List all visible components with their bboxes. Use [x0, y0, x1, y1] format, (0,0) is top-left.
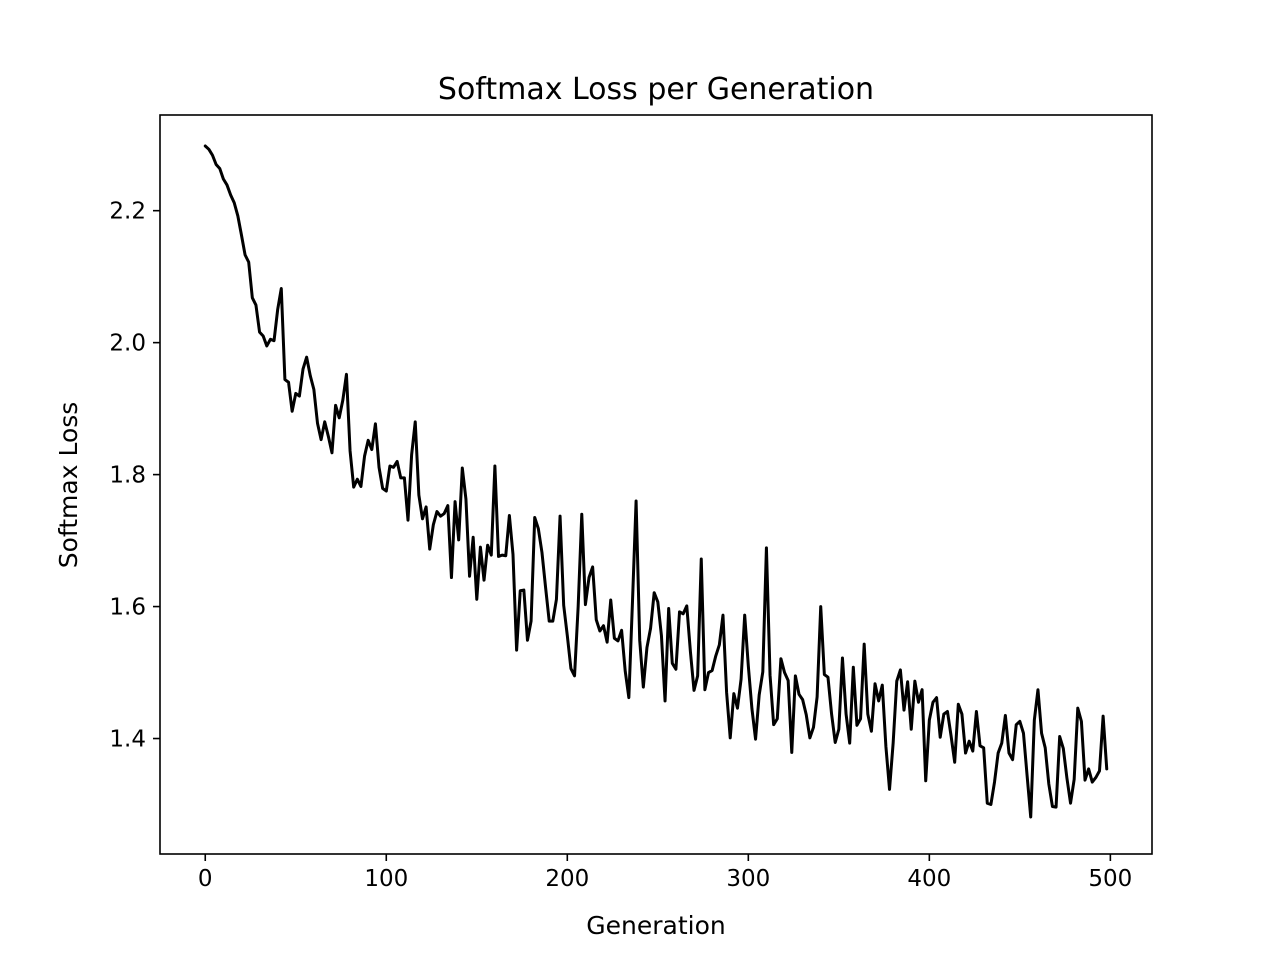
y-tick-label: 1.8	[109, 463, 146, 489]
plot-frame	[159, 114, 1153, 855]
y-tick-label: 2.0	[109, 331, 146, 357]
x-tick-label: 300	[726, 866, 770, 892]
series-line-0	[203, 144, 1109, 819]
y-axis: 1.4 1.6 1.8 2.0 2.2	[109, 199, 160, 753]
x-tick-label: 100	[364, 866, 408, 892]
chart-title: Softmax Loss per Generation	[438, 72, 874, 107]
y-axis-label: Softmax Loss	[54, 402, 83, 569]
x-tick-label: 0	[198, 866, 213, 892]
x-tick-label: 200	[545, 866, 589, 892]
y-tick-label: 1.4	[109, 727, 146, 753]
y-tick-label: 1.6	[109, 595, 146, 621]
x-axis: 0 100 200 300 400 500	[198, 854, 1132, 892]
x-axis-label: Generation	[586, 911, 725, 940]
plot-area	[203, 144, 1109, 819]
y-tick-label: 2.2	[109, 199, 146, 225]
x-tick-label: 500	[1088, 866, 1132, 892]
x-tick-label: 400	[907, 866, 951, 892]
